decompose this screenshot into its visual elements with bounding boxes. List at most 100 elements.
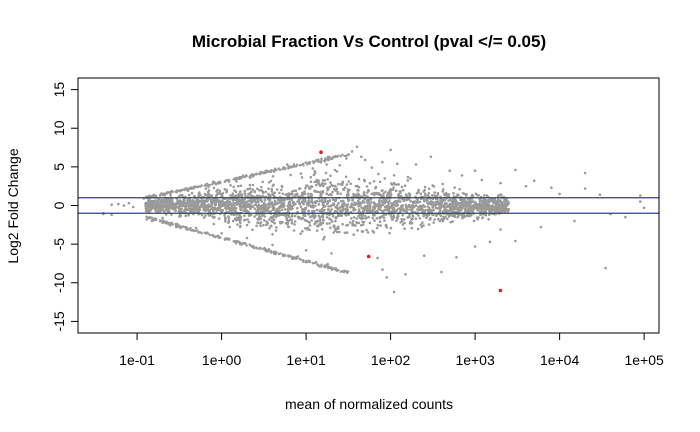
data-point (344, 175, 348, 179)
data-point (351, 219, 355, 223)
data-point (258, 222, 262, 225)
data-point (303, 190, 306, 193)
data-point (184, 187, 187, 190)
data-point (110, 213, 113, 217)
data-point (383, 177, 387, 180)
data-point (367, 215, 370, 219)
data-point (361, 223, 365, 226)
data-point (325, 222, 329, 225)
data-point (375, 226, 379, 230)
data-point (217, 217, 221, 220)
data-point (453, 186, 457, 189)
data-point (464, 209, 467, 213)
data-point (419, 192, 423, 195)
data-point (482, 207, 486, 211)
data-point (257, 188, 261, 192)
data-point (345, 183, 349, 186)
data-point (248, 175, 251, 179)
data-point (168, 210, 171, 213)
data-point (348, 221, 352, 224)
data-point (296, 255, 300, 258)
data-point (499, 193, 503, 196)
data-point (482, 210, 486, 213)
data-point (255, 187, 259, 191)
data-point (315, 178, 319, 182)
data-point (278, 191, 281, 195)
data-point (314, 201, 318, 205)
data-point (238, 175, 242, 179)
data-point (290, 198, 294, 202)
data-point (179, 214, 183, 218)
data-point (323, 179, 327, 182)
data-point (269, 225, 273, 228)
data-point (263, 198, 267, 202)
data-point (158, 206, 161, 209)
data-point (253, 207, 257, 210)
data-point (157, 198, 160, 201)
data-point (260, 189, 263, 192)
data-point (524, 184, 528, 188)
data-point (272, 183, 275, 187)
data-point (232, 201, 235, 205)
data-point (170, 213, 173, 216)
data-point (347, 153, 351, 156)
data-point (445, 203, 448, 206)
data-point (502, 203, 505, 207)
data-point (410, 217, 413, 220)
y-tick-label: -15 (51, 311, 67, 331)
data-point (190, 191, 194, 195)
data-point (277, 206, 281, 209)
data-point (232, 213, 236, 217)
data-point (218, 206, 222, 210)
data-point (197, 193, 201, 197)
data-point (392, 201, 395, 205)
data-point (459, 198, 462, 201)
data-point (154, 205, 157, 208)
data-point (498, 207, 502, 210)
data-point (426, 208, 430, 212)
data-point (315, 208, 319, 212)
data-point (255, 173, 258, 176)
data-point (371, 208, 375, 211)
data-point (322, 184, 325, 188)
data-point (366, 231, 370, 234)
data-point (337, 201, 340, 205)
data-point (362, 193, 366, 197)
data-point (281, 192, 285, 196)
data-point (241, 241, 245, 245)
data-point (463, 200, 466, 203)
data-point (299, 205, 303, 208)
data-point (255, 246, 258, 249)
data-point (365, 208, 369, 212)
data-point (289, 173, 292, 177)
data-point (355, 194, 359, 197)
data-point (441, 190, 445, 193)
data-point (299, 232, 302, 235)
data-point (375, 191, 378, 195)
data-point (422, 254, 426, 257)
data-point (514, 239, 517, 243)
data-point (491, 200, 494, 203)
data-point (487, 218, 490, 221)
data-point (166, 208, 169, 212)
data-point (331, 215, 335, 218)
points-layer (102, 145, 646, 294)
data-point (171, 223, 174, 226)
data-point (288, 254, 291, 257)
data-point (195, 198, 199, 202)
data-point (204, 214, 207, 217)
data-point (260, 171, 264, 174)
data-point (227, 217, 231, 220)
data-point (381, 203, 384, 207)
data-point (193, 207, 197, 211)
data-point (366, 191, 369, 194)
data-point (444, 215, 447, 219)
data-point (338, 206, 341, 210)
data-point (321, 215, 325, 218)
data-point (299, 172, 303, 175)
data-point (237, 195, 240, 198)
data-point (193, 210, 196, 214)
reference-lines (78, 197, 659, 214)
data-point (432, 208, 436, 212)
data-point (200, 232, 203, 235)
